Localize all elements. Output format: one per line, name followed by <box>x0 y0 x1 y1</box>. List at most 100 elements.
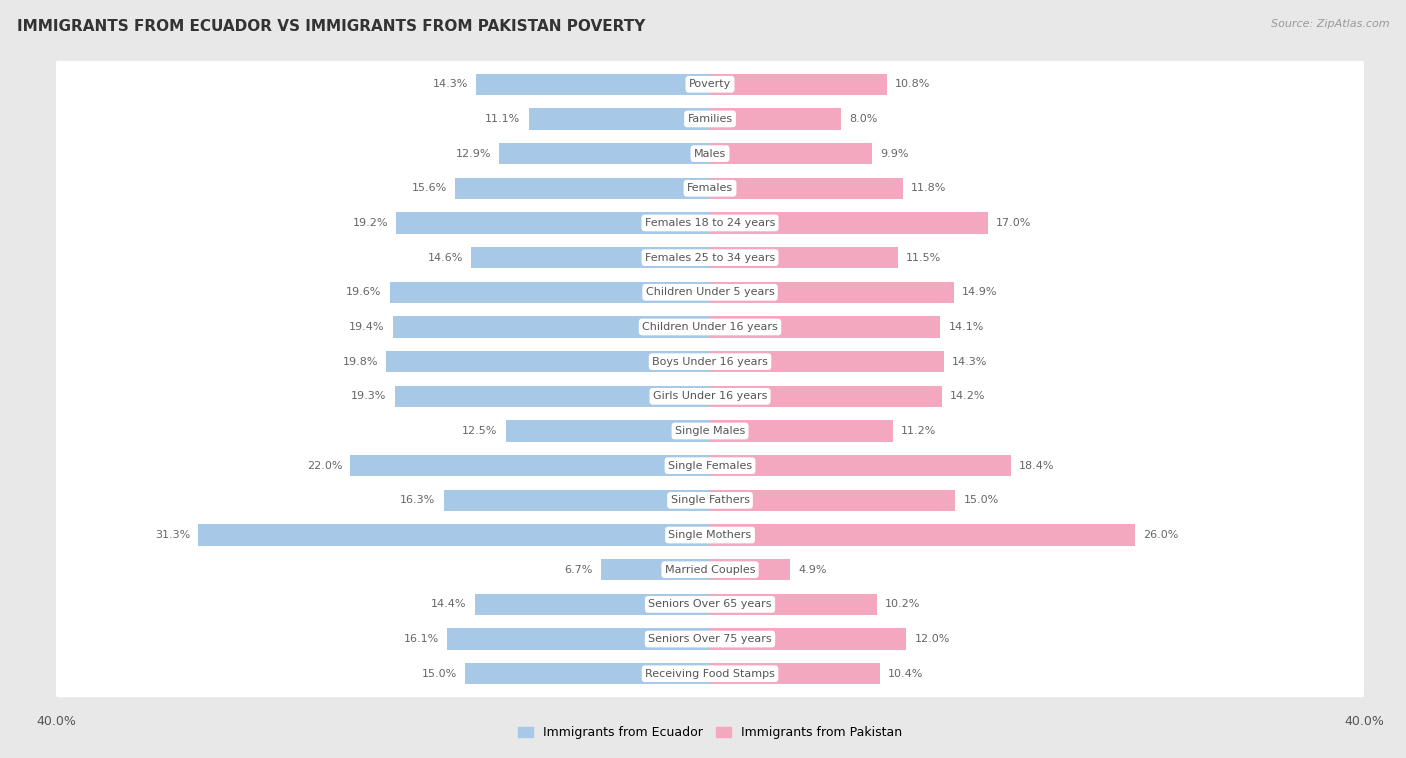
Text: 14.3%: 14.3% <box>433 80 468 89</box>
Bar <box>710 525 1135 546</box>
Bar <box>710 281 953 303</box>
Text: 15.0%: 15.0% <box>422 669 457 678</box>
Text: Families: Families <box>688 114 733 124</box>
Text: 14.4%: 14.4% <box>432 600 467 609</box>
FancyBboxPatch shape <box>55 61 1365 108</box>
Bar <box>389 281 710 303</box>
FancyBboxPatch shape <box>55 581 1365 628</box>
Text: Boys Under 16 years: Boys Under 16 years <box>652 357 768 367</box>
Bar <box>471 247 710 268</box>
Text: 18.4%: 18.4% <box>1019 461 1054 471</box>
Text: 14.9%: 14.9% <box>962 287 997 297</box>
Text: 14.6%: 14.6% <box>427 252 463 262</box>
Bar <box>475 594 710 615</box>
Bar <box>710 177 903 199</box>
FancyBboxPatch shape <box>55 269 1365 316</box>
Text: 14.3%: 14.3% <box>952 357 987 367</box>
Bar <box>710 212 988 233</box>
Text: 19.3%: 19.3% <box>352 391 387 401</box>
FancyBboxPatch shape <box>55 373 1365 420</box>
Bar <box>710 351 943 372</box>
Text: Single Fathers: Single Fathers <box>671 496 749 506</box>
FancyBboxPatch shape <box>55 408 1365 455</box>
Text: 8.0%: 8.0% <box>849 114 877 124</box>
FancyBboxPatch shape <box>55 96 1365 143</box>
Bar <box>600 559 710 581</box>
Bar <box>710 559 790 581</box>
Text: 19.4%: 19.4% <box>349 322 385 332</box>
Text: Receiving Food Stamps: Receiving Food Stamps <box>645 669 775 678</box>
FancyBboxPatch shape <box>55 547 1365 594</box>
Bar <box>198 525 710 546</box>
Text: 11.2%: 11.2% <box>901 426 936 436</box>
Bar <box>456 177 710 199</box>
Bar <box>710 143 872 164</box>
Text: 22.0%: 22.0% <box>307 461 342 471</box>
FancyBboxPatch shape <box>55 477 1365 524</box>
Text: Seniors Over 75 years: Seniors Over 75 years <box>648 634 772 644</box>
Bar <box>392 316 710 338</box>
Text: 10.2%: 10.2% <box>884 600 921 609</box>
Text: Males: Males <box>695 149 725 158</box>
Text: 6.7%: 6.7% <box>564 565 592 575</box>
Text: 19.2%: 19.2% <box>353 218 388 228</box>
FancyBboxPatch shape <box>55 303 1365 350</box>
FancyBboxPatch shape <box>55 442 1365 489</box>
FancyBboxPatch shape <box>55 130 1365 177</box>
Bar <box>529 108 710 130</box>
Text: 12.9%: 12.9% <box>456 149 491 158</box>
Text: Single Males: Single Males <box>675 426 745 436</box>
Bar <box>477 74 710 95</box>
Text: Females: Females <box>688 183 733 193</box>
Text: Single Mothers: Single Mothers <box>668 530 752 540</box>
Text: 26.0%: 26.0% <box>1143 530 1178 540</box>
Text: 16.3%: 16.3% <box>401 496 436 506</box>
Text: Seniors Over 65 years: Seniors Over 65 years <box>648 600 772 609</box>
Text: Children Under 5 years: Children Under 5 years <box>645 287 775 297</box>
Bar <box>447 628 710 650</box>
Text: Married Couples: Married Couples <box>665 565 755 575</box>
FancyBboxPatch shape <box>55 164 1365 211</box>
Text: Poverty: Poverty <box>689 80 731 89</box>
Text: 10.8%: 10.8% <box>894 80 931 89</box>
Bar <box>710 316 941 338</box>
Text: 19.6%: 19.6% <box>346 287 381 297</box>
FancyBboxPatch shape <box>55 338 1365 385</box>
FancyBboxPatch shape <box>55 512 1365 559</box>
Bar <box>710 455 1011 477</box>
Text: Females 25 to 34 years: Females 25 to 34 years <box>645 252 775 262</box>
Bar <box>710 108 841 130</box>
Text: 4.9%: 4.9% <box>799 565 827 575</box>
Bar <box>395 386 710 407</box>
FancyBboxPatch shape <box>55 650 1365 697</box>
Bar <box>444 490 710 511</box>
FancyBboxPatch shape <box>55 615 1365 662</box>
Bar <box>710 74 887 95</box>
Text: 11.8%: 11.8% <box>911 183 946 193</box>
Text: Single Females: Single Females <box>668 461 752 471</box>
Text: 14.2%: 14.2% <box>950 391 986 401</box>
Text: 12.5%: 12.5% <box>463 426 498 436</box>
Bar <box>710 490 955 511</box>
Bar <box>350 455 710 477</box>
Bar <box>710 247 898 268</box>
Bar <box>499 143 710 164</box>
FancyBboxPatch shape <box>55 234 1365 281</box>
Text: 15.0%: 15.0% <box>963 496 998 506</box>
Text: 9.9%: 9.9% <box>880 149 908 158</box>
Bar <box>506 420 710 442</box>
Bar <box>710 386 942 407</box>
Text: 10.4%: 10.4% <box>889 669 924 678</box>
Text: 12.0%: 12.0% <box>914 634 949 644</box>
Text: IMMIGRANTS FROM ECUADOR VS IMMIGRANTS FROM PAKISTAN POVERTY: IMMIGRANTS FROM ECUADOR VS IMMIGRANTS FR… <box>17 19 645 34</box>
Text: Children Under 16 years: Children Under 16 years <box>643 322 778 332</box>
Text: 31.3%: 31.3% <box>155 530 190 540</box>
Bar <box>465 663 710 684</box>
Text: 15.6%: 15.6% <box>412 183 447 193</box>
Text: Source: ZipAtlas.com: Source: ZipAtlas.com <box>1271 19 1389 29</box>
FancyBboxPatch shape <box>55 199 1365 246</box>
Text: 16.1%: 16.1% <box>404 634 439 644</box>
Text: 11.5%: 11.5% <box>905 252 942 262</box>
Text: 14.1%: 14.1% <box>949 322 984 332</box>
Bar <box>710 663 880 684</box>
